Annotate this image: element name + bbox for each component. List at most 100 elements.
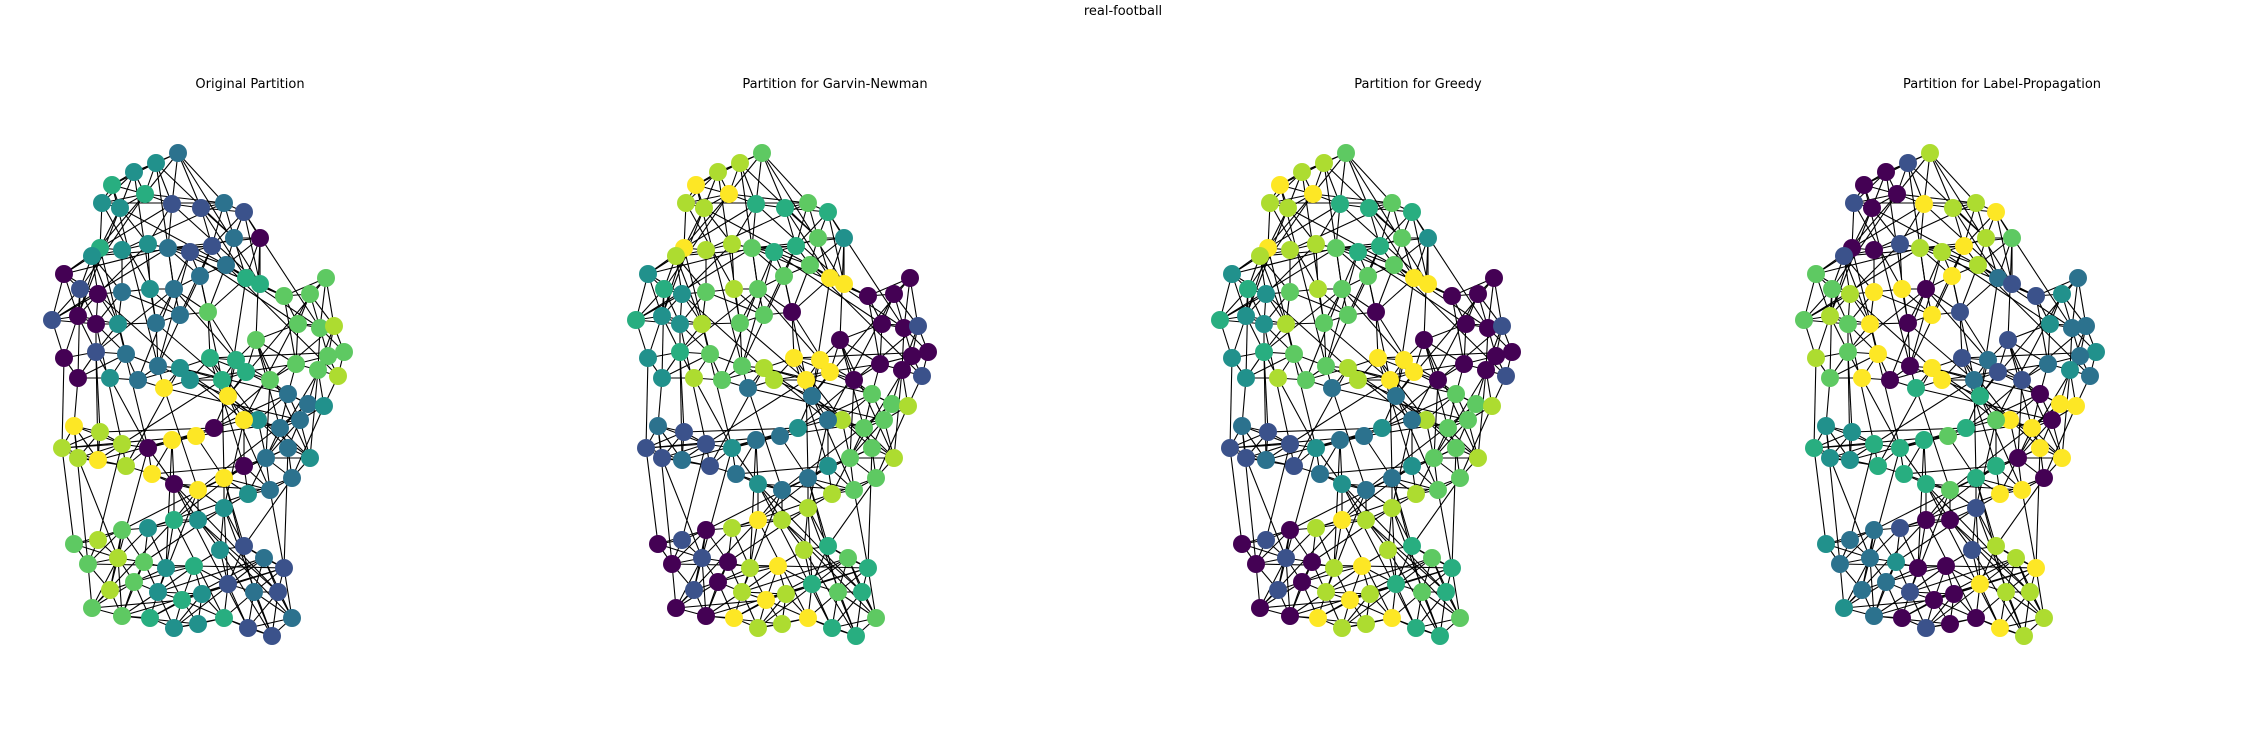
graph-edge (1312, 193, 1393, 204)
graph-node (1999, 331, 2017, 349)
graph-node (637, 439, 655, 457)
graph-edge (61, 357, 65, 449)
graph-edge (1287, 207, 1395, 266)
graph-node (255, 549, 273, 567)
graph-node (235, 411, 253, 429)
graph-node (235, 537, 253, 555)
graph-node (181, 243, 199, 261)
graph-node (113, 435, 131, 453)
graph-node (1991, 619, 2009, 637)
graph-node (1333, 619, 1351, 637)
graph-edge (1831, 193, 1898, 290)
graph-node (1307, 519, 1325, 537)
graph-edge (683, 247, 711, 355)
graph-node (653, 449, 671, 467)
graph-node (1447, 439, 1465, 457)
graph-node (165, 280, 183, 298)
graph-node (1281, 283, 1299, 301)
graph-edge (177, 152, 202, 209)
graph-node (1371, 237, 1389, 255)
graph-edge (728, 193, 809, 204)
graph-node (1309, 609, 1327, 627)
graph-edge (1803, 247, 1921, 321)
graph-edge (173, 557, 265, 629)
graph-node (111, 199, 129, 217)
graph-edge (121, 291, 181, 316)
graph-node (283, 609, 301, 627)
graph-edge (721, 288, 759, 381)
graph-node (1415, 331, 1433, 349)
graph-edge (269, 489, 285, 569)
graph-node (239, 485, 257, 503)
graph-node (87, 315, 105, 333)
graph-node (1269, 581, 1287, 599)
graph-node (1941, 481, 1959, 499)
graph-edge (1267, 247, 1295, 355)
graph-node (1831, 555, 1849, 573)
graph-node (1823, 280, 1841, 298)
graph-node (291, 411, 309, 429)
graph-node (875, 411, 893, 429)
graph-node (215, 469, 233, 487)
graph-node (289, 315, 307, 333)
graph-node (1285, 457, 1303, 475)
graph-edge (1229, 357, 1233, 449)
graph-edge (703, 207, 811, 266)
graph-edge (309, 369, 319, 459)
graph-node (1933, 243, 1951, 261)
graph-node (2035, 609, 2053, 627)
graph-node (192, 199, 210, 217)
graph-edge (811, 395, 855, 491)
network-panel-gn (627, 144, 937, 645)
graph-node (1951, 303, 1969, 321)
graph-edge (1952, 207, 1999, 279)
graph-node (1233, 417, 1251, 435)
graph-node (1967, 194, 1985, 212)
graph-node (1487, 347, 1505, 365)
graph-node (1443, 287, 1461, 305)
network-panel-lp (1795, 144, 2105, 645)
graph-node (727, 465, 745, 483)
graph-node (2021, 583, 2039, 601)
graph-node (1279, 199, 1297, 217)
node-group (1795, 144, 2105, 645)
graph-node (2061, 361, 2079, 379)
graph-node (136, 185, 154, 203)
graph-node (777, 585, 795, 603)
graph-node (1989, 363, 2007, 381)
graph-edge (1395, 395, 1439, 491)
graph-node (65, 417, 83, 435)
graph-node (1861, 549, 1879, 567)
graph-node (1403, 457, 1421, 475)
graph-node (1439, 419, 1457, 437)
graph-edge (2043, 405, 2077, 479)
graph-edge (1333, 439, 1341, 569)
graph-edge (1995, 477, 2045, 547)
graph-node (129, 371, 147, 389)
graph-edge (701, 447, 733, 559)
graph-node (829, 583, 847, 601)
graph-node (799, 194, 817, 212)
graph-node (261, 371, 279, 389)
graph-node (249, 411, 267, 429)
graph-node (245, 583, 263, 601)
graph-node (1297, 371, 1315, 389)
graph-edge (291, 405, 325, 479)
graph-node (1911, 239, 1929, 257)
graph-node (163, 195, 181, 213)
graph-node (1211, 311, 1229, 329)
graph-node (1237, 307, 1255, 325)
graph-node (261, 481, 279, 499)
graph-node (287, 355, 305, 373)
graph-edge (97, 293, 181, 369)
graph-edge (173, 288, 237, 361)
graph-node (1383, 499, 1401, 517)
graph-node (2009, 449, 2027, 467)
graph-node (685, 581, 703, 599)
graph-node (821, 269, 839, 287)
graph-edge (2035, 447, 2041, 569)
graph-node (1333, 280, 1351, 298)
graph-node (687, 176, 705, 194)
graph-node (1281, 241, 1299, 259)
graph-node (1407, 619, 1425, 637)
